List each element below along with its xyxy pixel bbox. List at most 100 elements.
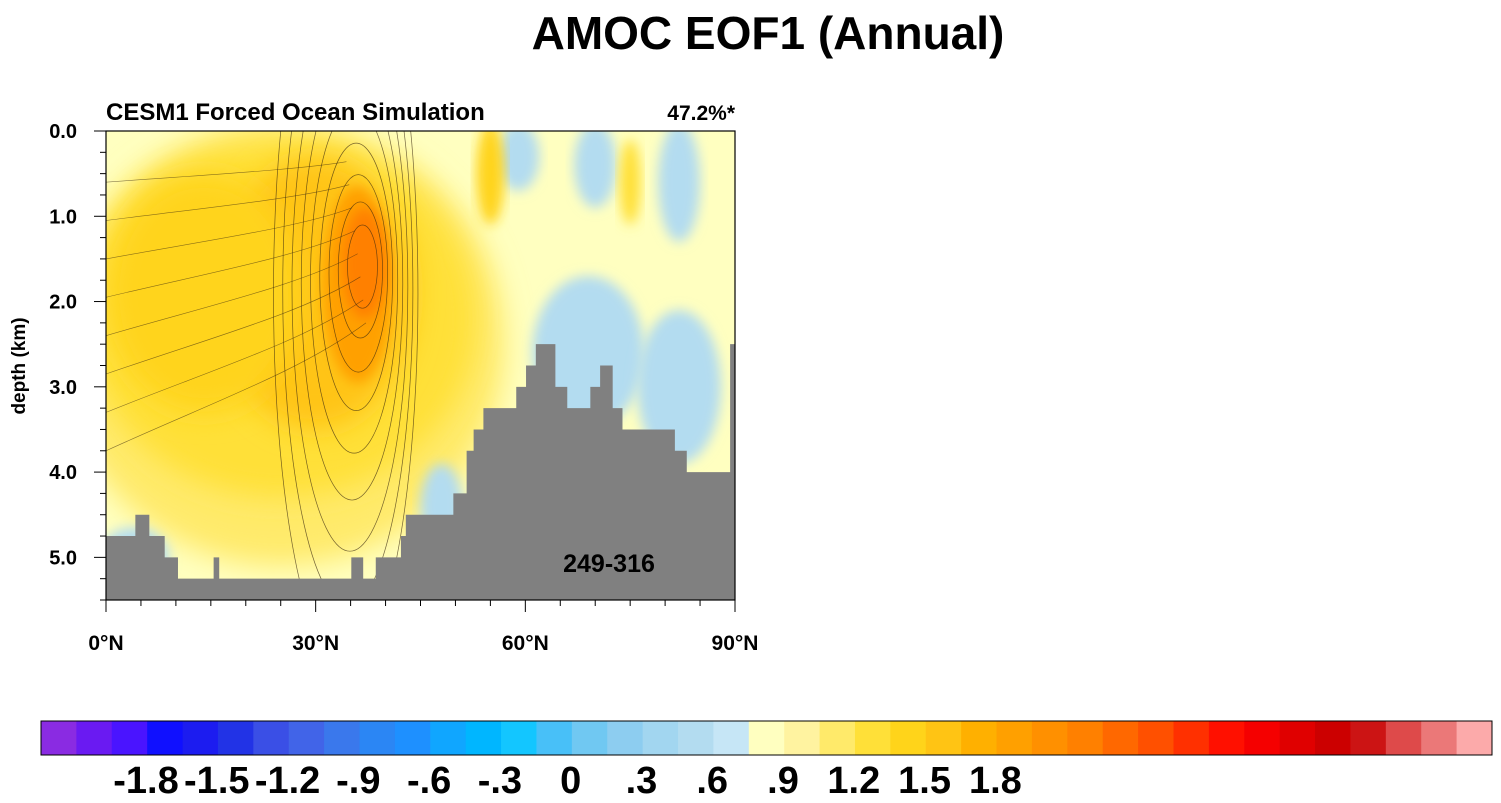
contour-line [337, 201, 383, 339]
contour-line [347, 224, 378, 309]
colorbar-swatch [1031, 721, 1068, 755]
field-region [497, 131, 540, 191]
colorbar-swatch [713, 721, 750, 755]
contour-line [282, 131, 414, 600]
colorbar-frame [40, 720, 1493, 756]
contour-line [106, 276, 361, 375]
colorbar-swatch [536, 721, 573, 755]
contour-line [106, 184, 350, 221]
colorbar-tick-label: -.6 [407, 760, 451, 802]
colorbar-swatch [288, 721, 325, 755]
y-tick-label: 4.0 [49, 462, 77, 484]
colorbar-tick-label: -.3 [478, 760, 522, 802]
contour-line [106, 253, 358, 336]
colorbar-swatch [41, 721, 77, 755]
field-region [574, 131, 617, 208]
colorbar-tick-label: .3 [626, 760, 658, 802]
contour-line [106, 230, 355, 298]
field-region [658, 131, 701, 242]
colorbar-swatch [571, 721, 608, 755]
x-axis: 0°N 30°N 60°N 90°N [88, 600, 758, 655]
field-region [106, 173, 302, 413]
colorbar-swatch [182, 721, 219, 755]
colorbar-tick-label: -1.2 [255, 760, 320, 802]
colorbar-swatch [1350, 721, 1387, 755]
y-tick-label: 5.0 [49, 547, 77, 569]
colorbar-swatch [111, 721, 148, 755]
colorbar-swatch [1456, 721, 1493, 755]
y-axis: 0.0 1.0 2.0 3.0 4.0 5.0 [49, 121, 106, 601]
colorbar-swatch [1385, 721, 1422, 755]
colorbar-swatch [748, 721, 785, 755]
colorbar-swatch [819, 721, 856, 755]
x-tick-label: 90°N [712, 632, 759, 655]
colorbar-swatch [607, 721, 644, 755]
contour-line [106, 322, 367, 452]
colorbar-swatch [394, 721, 431, 755]
colorbar [40, 720, 1493, 756]
contour-line [328, 174, 388, 373]
colorbar-swatch [1208, 721, 1245, 755]
colorbar-swatch [925, 721, 962, 755]
colorbar-swatch [430, 721, 467, 755]
contour-line [319, 142, 394, 411]
colorbar-swatch [890, 721, 927, 755]
colorbar-tick-label: 1.8 [969, 760, 1022, 802]
y-tick-label: 1.0 [49, 206, 77, 228]
colorbar-swatch [1067, 721, 1104, 755]
colorbar-tick-label: 1.2 [827, 760, 880, 802]
colorbar-swatch [1173, 721, 1210, 755]
colorbar-tick-label: 1.5 [898, 760, 951, 802]
field-region [619, 139, 641, 225]
colorbar-swatch [1421, 721, 1458, 755]
plot-area [106, 131, 735, 600]
colorbar-tick-label: -1.8 [113, 760, 178, 802]
period-annotation: 249-316 [563, 550, 655, 578]
colorbar-swatch [253, 721, 290, 755]
x-tick-label: 30°N [292, 632, 339, 655]
colorbar-tick-label: -.9 [336, 760, 380, 802]
y-tick-label: 2.0 [49, 292, 77, 314]
colorbar-swatch [678, 721, 714, 755]
panel-subtitle-right: 47.2%* [667, 102, 736, 125]
colorbar-swatch [465, 721, 502, 755]
colorbar-tick-label: -1.5 [184, 760, 249, 802]
y-tick-label: 0.0 [49, 121, 77, 143]
bathymetry-mask [106, 344, 735, 600]
colorbar-swatch [359, 721, 396, 755]
colorbar-swatch [961, 721, 998, 755]
contour-line [106, 299, 364, 413]
contour-line [310, 131, 399, 454]
colorbar-swatch [642, 721, 679, 755]
colorbar-tick-label: .6 [696, 760, 728, 802]
field-region [342, 207, 387, 319]
main-title: AMOC EOF1 (Annual) [532, 7, 1005, 59]
contour-line [273, 131, 419, 600]
field-region [476, 131, 505, 225]
panel-subtitle-left: CESM1 Forced Ocean Simulation [106, 99, 485, 126]
colorbar-swatch [854, 721, 891, 755]
contour-line [106, 161, 347, 183]
colorbar-swatch [217, 721, 254, 755]
contour-layer [106, 131, 419, 600]
x-tick-label: 60°N [502, 632, 549, 655]
colorbar-swatch [76, 721, 113, 755]
colorbar-swatch [1315, 721, 1351, 755]
colorbar-swatch [996, 721, 1033, 755]
colorbar-swatch [784, 721, 821, 755]
y-axis-label: depth (km) [9, 317, 30, 414]
colorbar-swatch [501, 721, 537, 755]
x-tick-label: 0°N [88, 632, 123, 655]
colorbar-swatch [1244, 721, 1281, 755]
colorbar-tick-label: .9 [767, 760, 799, 802]
colorbar-tick-label: 0 [560, 760, 581, 802]
field-region [637, 310, 722, 464]
contour-line [300, 131, 404, 501]
colorbar-swatch [147, 721, 184, 755]
y-tick-label: 3.0 [49, 377, 77, 399]
colorbar-swatch [324, 721, 361, 755]
colorbar-swatch [1279, 721, 1316, 755]
colorbar-swatch [1102, 721, 1139, 755]
contour-line [291, 131, 409, 552]
